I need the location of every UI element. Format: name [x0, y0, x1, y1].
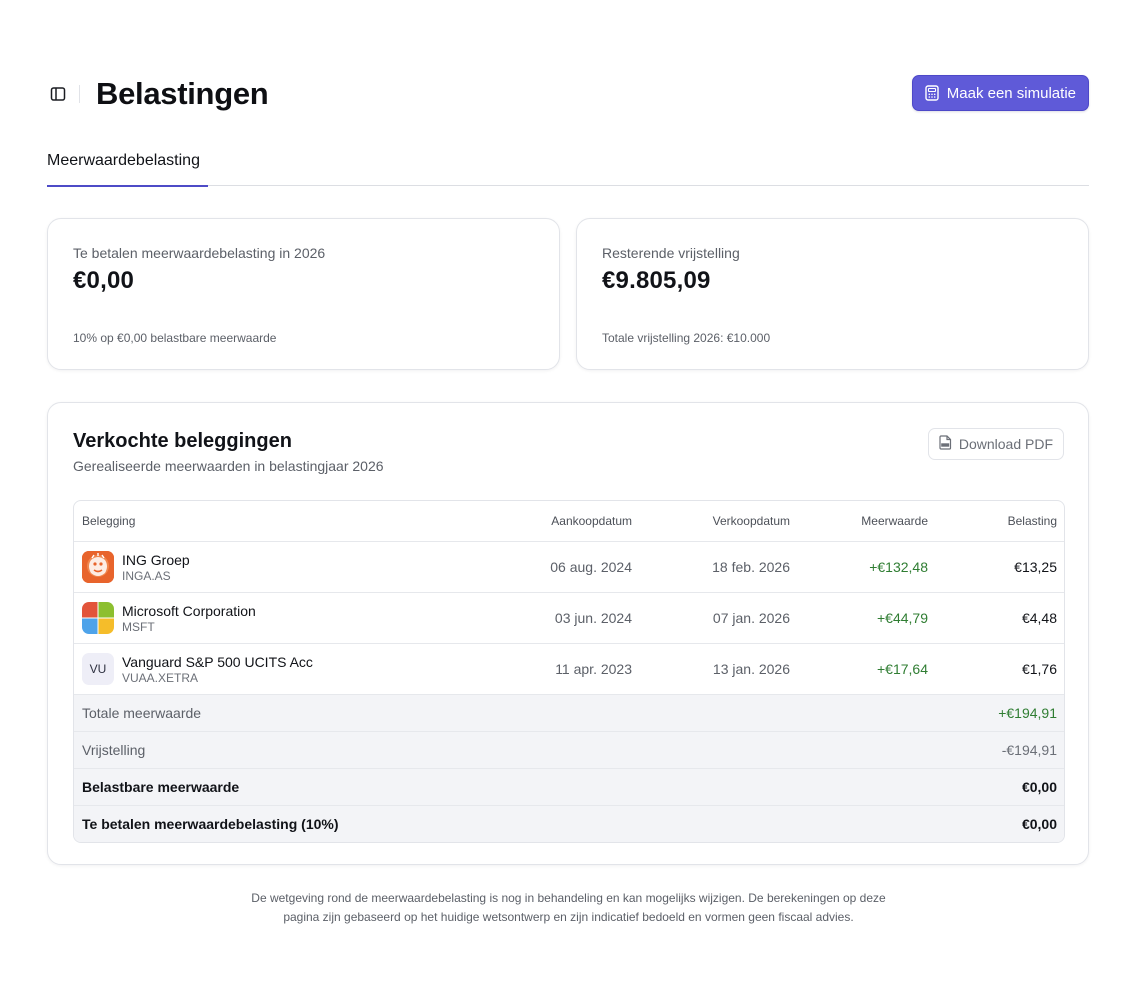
total-gain-value: +€194,91 — [998, 705, 1057, 721]
asset-ticker: MSFT — [122, 619, 155, 634]
asset-name: Vanguard S&P 500 UCITS Acc — [122, 653, 313, 670]
buy-date: 11 apr. 2023 — [555, 661, 632, 677]
simulate-button[interactable]: Maak een simulatie — [911, 75, 1089, 111]
asset-text: Vanguard S&P 500 UCITS Acc VUAA.XETRA — [122, 654, 313, 685]
exemption-row-value: -€194,91 — [1001, 742, 1057, 758]
asset-ticker: INGA.AS — [122, 568, 171, 583]
tax-due-card: Te betalen meerwaardebelasting in 2026 €… — [47, 218, 560, 370]
total-gain-label: Totale meerwaarde — [82, 705, 202, 721]
asset-cell: ING Groep INGA.AS — [82, 542, 462, 592]
ing-lion-logo — [82, 551, 114, 583]
calculator-icon — [925, 85, 939, 101]
gain-value: +€44,79 — [877, 610, 928, 626]
asset-ticker: VUAA.XETRA — [122, 670, 199, 685]
col-asset: Belegging — [82, 514, 136, 528]
table-row[interactable]: ING Groep INGA.AS 06 aug. 2024 18 feb. 2… — [74, 541, 1064, 592]
table-header: Belegging Aankoopdatum Verkoopdatum Meer… — [74, 501, 1064, 541]
buy-date: 03 jun. 2024 — [554, 610, 632, 626]
page-header: Belastingen Maak een simulatie — [47, 74, 1089, 114]
asset-cell: VU Vanguard S&P 500 UCITS Acc VUAA.XETRA — [82, 644, 462, 694]
col-gain: Meerwaarde — [861, 514, 928, 528]
header-divider — [79, 85, 80, 103]
taxable-gain-row: Belastbare meerwaarde €0,00 — [74, 768, 1064, 805]
exemption-note: Totale vrijstelling 2026: €10.000 — [602, 331, 771, 345]
exemption-row-label: Vrijstelling — [82, 742, 146, 758]
asset-cell: Microsoft Corporation MSFT — [82, 593, 462, 643]
sold-investments-card: Verkochte beleggingen Gerealiseerde meer… — [47, 402, 1089, 865]
asset-name: ING Groep — [122, 551, 190, 568]
tax-value: €4,48 — [1021, 610, 1057, 626]
asset-name: Microsoft Corporation — [122, 602, 256, 619]
tax-due-label: Te betalen meerwaardebelasting in 2026 — [73, 245, 326, 261]
asset-text: Microsoft Corporation MSFT — [122, 603, 256, 634]
taxable-gain-value: €0,00 — [1021, 779, 1057, 795]
disclaimer-line-1: De wetgeving rond de meerwaardebelasting… — [251, 891, 886, 905]
section-title: Verkochte beleggingen — [73, 430, 292, 452]
exemption-value: €9.805,09 — [602, 267, 711, 294]
tax-due-row-value: €0,00 — [1021, 816, 1057, 832]
col-tax: Belasting — [1007, 514, 1057, 528]
tax-value: €13,25 — [1014, 559, 1057, 575]
download-pdf-label: Download PDF — [958, 436, 1053, 452]
pdf-file-icon — [939, 435, 952, 453]
active-tab-indicator — [47, 185, 208, 187]
sold-investments-table: Belegging Aankoopdatum Verkoopdatum Meer… — [73, 500, 1065, 843]
exemption-card: Resterende vrijstelling €9.805,09 Totale… — [576, 218, 1089, 370]
gain-value: +€132,48 — [869, 559, 928, 575]
buy-date: 06 aug. 2024 — [550, 559, 632, 575]
tax-due-row-label: Te betalen meerwaardebelasting (10%) — [82, 816, 339, 832]
section-subtitle: Gerealiseerde meerwaarden in belastingja… — [73, 458, 384, 474]
simulate-button-label: Maak een simulatie — [946, 84, 1076, 102]
download-pdf-button[interactable]: Download PDF — [927, 428, 1064, 460]
page-title: Belastingen — [96, 76, 269, 111]
total-gain-row: Totale meerwaarde +€194,91 — [74, 694, 1064, 731]
table-row[interactable]: VU Vanguard S&P 500 UCITS Acc VUAA.XETRA… — [74, 643, 1064, 694]
asset-text: ING Groep INGA.AS — [122, 552, 190, 583]
tab-label: Meerwaardebelasting — [47, 152, 200, 169]
col-sell-date: Verkoopdatum — [712, 514, 790, 528]
sell-date: 18 feb. 2026 — [712, 559, 790, 575]
sell-date: 13 jan. 2026 — [712, 661, 790, 677]
sidebar-panel-icon[interactable] — [47, 83, 69, 105]
disclaimer-line-2: pagina zijn gebaseerd op het huidige wet… — [283, 910, 854, 924]
tax-due-row: Te betalen meerwaardebelasting (10%) €0,… — [74, 805, 1064, 842]
vanguard-initials-avatar: VU — [82, 653, 114, 685]
exemption-row: Vrijstelling -€194,91 — [74, 731, 1064, 768]
tax-due-value: €0,00 — [73, 267, 135, 294]
tab-meerwaardebelasting[interactable]: Meerwaardebelasting — [47, 150, 208, 187]
tax-due-note: 10% op €0,00 belastbare meerwaarde — [73, 331, 277, 345]
microsoft-logo — [82, 602, 114, 634]
gain-value: +€17,64 — [877, 661, 928, 677]
exemption-label: Resterende vrijstelling — [602, 245, 740, 261]
table-row[interactable]: Microsoft Corporation MSFT 03 jun. 2024 … — [74, 592, 1064, 643]
tab-bar: Meerwaardebelasting — [47, 150, 1089, 187]
taxable-gain-label: Belastbare meerwaarde — [82, 779, 240, 795]
col-buy-date: Aankoopdatum — [551, 514, 632, 528]
tax-value: €1,76 — [1021, 661, 1057, 677]
disclaimer: De wetgeving rond de meerwaardebelasting… — [200, 889, 937, 927]
sell-date: 07 jan. 2026 — [712, 610, 790, 626]
